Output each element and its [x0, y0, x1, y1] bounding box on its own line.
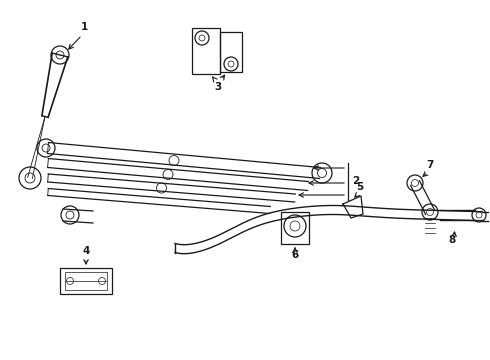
- Bar: [192, 28, 220, 74]
- Bar: [281, 212, 309, 244]
- Bar: [220, 32, 242, 72]
- Bar: [60, 268, 112, 294]
- Text: 6: 6: [292, 250, 298, 260]
- Bar: [65, 272, 107, 290]
- Text: 4: 4: [82, 246, 90, 256]
- Text: 3: 3: [215, 82, 221, 92]
- Text: 8: 8: [448, 235, 456, 245]
- Text: 5: 5: [356, 182, 364, 192]
- Text: 2: 2: [352, 176, 359, 186]
- Text: 1: 1: [80, 22, 88, 32]
- Text: 7: 7: [426, 160, 434, 170]
